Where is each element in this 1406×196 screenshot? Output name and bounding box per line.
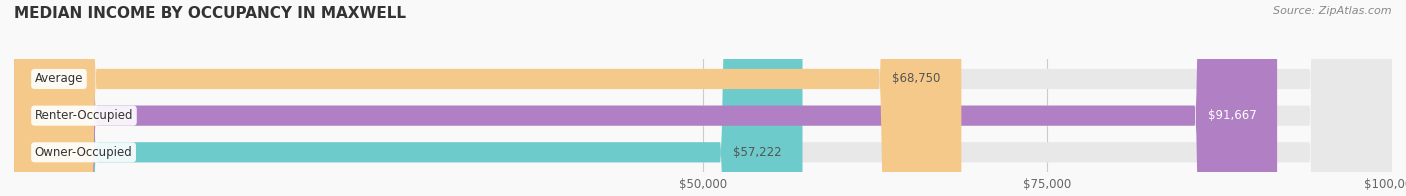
Text: $68,750: $68,750 (893, 73, 941, 85)
FancyBboxPatch shape (14, 0, 1392, 196)
FancyBboxPatch shape (14, 0, 962, 196)
FancyBboxPatch shape (14, 0, 1392, 196)
Text: Average: Average (35, 73, 83, 85)
Text: Source: ZipAtlas.com: Source: ZipAtlas.com (1274, 6, 1392, 16)
FancyBboxPatch shape (14, 0, 1277, 196)
Text: $57,222: $57,222 (733, 146, 782, 159)
Text: Renter-Occupied: Renter-Occupied (35, 109, 134, 122)
Text: $91,667: $91,667 (1208, 109, 1257, 122)
FancyBboxPatch shape (14, 0, 803, 196)
FancyBboxPatch shape (14, 0, 1392, 196)
Text: MEDIAN INCOME BY OCCUPANCY IN MAXWELL: MEDIAN INCOME BY OCCUPANCY IN MAXWELL (14, 6, 406, 21)
Text: Owner-Occupied: Owner-Occupied (35, 146, 132, 159)
